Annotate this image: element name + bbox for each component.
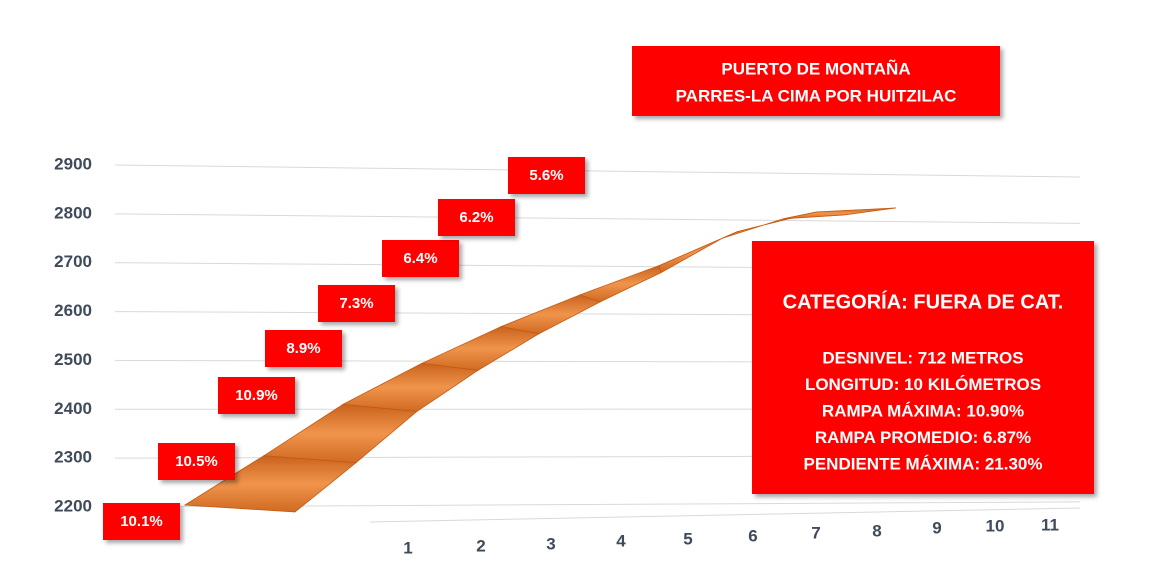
annotation-box bbox=[103, 503, 180, 540]
ribbon-segment bbox=[658, 231, 739, 274]
annotation-box bbox=[318, 285, 395, 322]
labels: 1 2 3 4 5 6 7 8 9 10 11 10.1% 10.5% 10.9% 8.9% 7.3% 6.4%… bbox=[103, 157, 1059, 557]
x-tick-label: 11 bbox=[1041, 515, 1059, 534]
x-tick-label: 9 bbox=[932, 518, 941, 537]
chart-title: PARRES-LA CIMA POR HUITZILAC bbox=[676, 86, 957, 105]
y-tick-label: 2400 bbox=[54, 399, 92, 418]
annotation: 10.5% bbox=[175, 453, 218, 470]
y-tick-label: 2700 bbox=[54, 252, 92, 271]
x-tick-label: 7 bbox=[811, 523, 820, 542]
info-line: LONGITUD: 10 KILÓMETROS bbox=[805, 375, 1041, 394]
y-tick-label: 2600 bbox=[54, 301, 92, 320]
annotation: 7.3% bbox=[339, 295, 373, 312]
annotation: 10.1% bbox=[120, 513, 163, 530]
annotation: 8.9% bbox=[286, 340, 320, 357]
annotation: 10.9% bbox=[235, 387, 278, 404]
y-tick-label: 2900 bbox=[54, 154, 92, 173]
x-tick-label: 1 bbox=[403, 538, 412, 557]
info-heading: CATEGORÍA: FUERA DE CAT. bbox=[783, 290, 1064, 313]
info-line: RAMPA PROMEDIO: 6.87% bbox=[815, 428, 1031, 447]
y-tick-label: 2800 bbox=[54, 203, 92, 222]
x-tick-label: 4 bbox=[616, 531, 626, 550]
ribbon-segment bbox=[420, 326, 541, 371]
grid-line bbox=[114, 213, 1081, 224]
ribbon-segment bbox=[782, 207, 897, 220]
x-tick-label: 8 bbox=[872, 521, 881, 540]
annotation-box bbox=[508, 157, 585, 194]
annotation-box bbox=[382, 240, 459, 277]
info-box bbox=[752, 241, 1094, 494]
annotation-box bbox=[158, 443, 235, 480]
x-tick-label: 6 bbox=[748, 526, 757, 545]
y-tick-label: 2300 bbox=[54, 448, 92, 467]
x-tick-label: 5 bbox=[683, 529, 692, 548]
ribbon-segment bbox=[578, 265, 662, 303]
ribbon bbox=[183, 207, 897, 513]
floor-edge bbox=[369, 507, 1081, 523]
annotation-box bbox=[218, 377, 295, 414]
annotation: 6.4% bbox=[403, 250, 437, 267]
title-box bbox=[632, 46, 1000, 116]
info-line: DESNIVEL: 712 METROS bbox=[822, 348, 1023, 367]
grid-line bbox=[114, 164, 1081, 178]
ribbon-segment bbox=[341, 362, 480, 412]
annotation: 5.6% bbox=[529, 167, 563, 184]
x-tick-label: 3 bbox=[546, 534, 555, 553]
info-line: PENDIENTE MÁXIMA: 21.30% bbox=[804, 454, 1043, 473]
y-tick-label: 2500 bbox=[54, 350, 92, 369]
chart-title: PUERTO DE MONTAÑA bbox=[721, 58, 910, 78]
x-tick-label: 10 bbox=[986, 516, 1005, 535]
annotation-box bbox=[438, 199, 515, 236]
annotation-box bbox=[265, 330, 342, 367]
info-line: RAMPA MÁXIMA: 10.90% bbox=[822, 401, 1024, 420]
annotation: 6.2% bbox=[459, 209, 493, 226]
y-tick-label: 2200 bbox=[54, 496, 92, 515]
x-tick-label: 2 bbox=[476, 536, 485, 555]
